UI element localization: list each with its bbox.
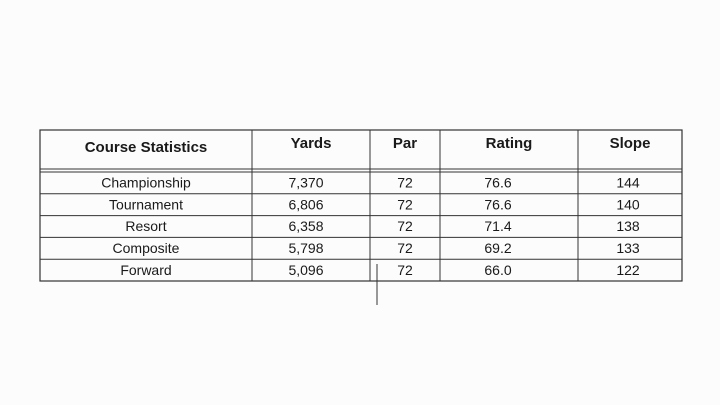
table-cell: 133 bbox=[616, 240, 640, 256]
table-cell: 72 bbox=[397, 196, 413, 212]
table-cell: 72 bbox=[397, 175, 413, 191]
table-cell: 122 bbox=[616, 262, 640, 278]
table-cell: Tournament bbox=[109, 196, 183, 212]
column-header: Course Statistics bbox=[85, 139, 208, 156]
table-cell: 66.0 bbox=[484, 262, 511, 278]
table-cell: 72 bbox=[397, 262, 413, 278]
table-cell: 7,370 bbox=[288, 175, 323, 191]
table-cell: Resort bbox=[125, 218, 166, 234]
table-border bbox=[39, 129, 683, 282]
table-cell: 5,798 bbox=[288, 240, 323, 256]
table-cell: 76.6 bbox=[484, 175, 511, 191]
table-cell: 6,806 bbox=[288, 196, 323, 212]
table-cell: 144 bbox=[616, 175, 640, 191]
table-cell: 72 bbox=[397, 240, 413, 256]
column-header: Par bbox=[393, 135, 417, 152]
table-cell: 140 bbox=[616, 196, 640, 212]
table-cell: 71.4 bbox=[484, 218, 511, 234]
table-cell: 6,358 bbox=[288, 218, 323, 234]
table-cell: 72 bbox=[397, 218, 413, 234]
column-header: Rating bbox=[486, 135, 533, 152]
table-cell: 69.2 bbox=[484, 240, 511, 256]
table-cell: 138 bbox=[616, 218, 640, 234]
column-header: Yards bbox=[291, 135, 332, 152]
column-header: Slope bbox=[610, 135, 651, 152]
table-cell: Championship bbox=[101, 175, 191, 191]
table-cell: 76.6 bbox=[484, 196, 511, 212]
table-cell: Forward bbox=[120, 262, 171, 278]
table-cell: Composite bbox=[113, 240, 180, 256]
table-cell: 5,096 bbox=[288, 262, 323, 278]
